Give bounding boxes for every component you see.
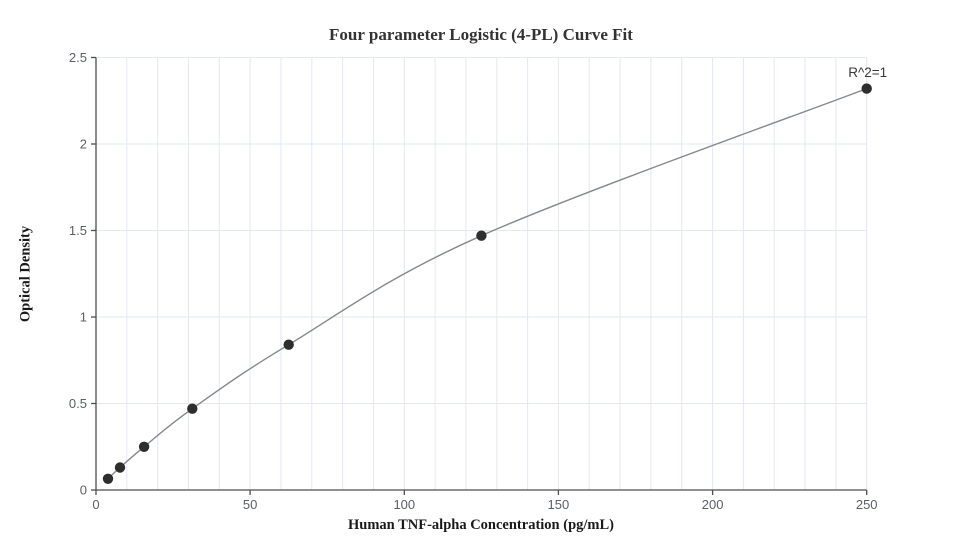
data-points <box>102 83 872 484</box>
data-point <box>114 462 126 473</box>
data-point <box>187 403 198 414</box>
r-squared-annotation: R^2=1 <box>848 65 887 80</box>
axes <box>91 56 868 495</box>
tick-labels: 0 50 100 150 200 250 0 0.5 1 1.5 2 2.5 <box>69 50 878 512</box>
y-tick-label: 0 <box>80 483 87 498</box>
data-point <box>102 473 114 484</box>
y-tick-label: 0.5 <box>69 396 87 411</box>
x-axis-label: Human TNF-alpha Concentration (pg/mL) <box>348 517 614 533</box>
x-tick-label: 150 <box>548 497 570 512</box>
x-tick-label: 0 <box>92 497 99 512</box>
data-point <box>861 83 872 94</box>
data-point <box>138 441 150 452</box>
x-tick-label: 250 <box>856 497 878 512</box>
data-point <box>283 339 294 350</box>
y-tick-label: 1.5 <box>69 223 87 238</box>
y-axis-label: Optical Density <box>17 225 34 323</box>
x-tick-label: 50 <box>243 497 257 512</box>
chart-title: Four parameter Logistic (4-PL) Curve Fit <box>329 25 633 44</box>
x-tick-label: 200 <box>702 497 724 512</box>
y-tick-label: 2.5 <box>69 50 87 65</box>
y-tick-label: 2 <box>80 137 87 152</box>
data-point <box>476 230 487 241</box>
y-tick-label: 1 <box>80 310 87 325</box>
fit-curve-line <box>107 87 867 480</box>
gridlines <box>96 57 868 490</box>
x-tick-label: 100 <box>393 497 415 512</box>
